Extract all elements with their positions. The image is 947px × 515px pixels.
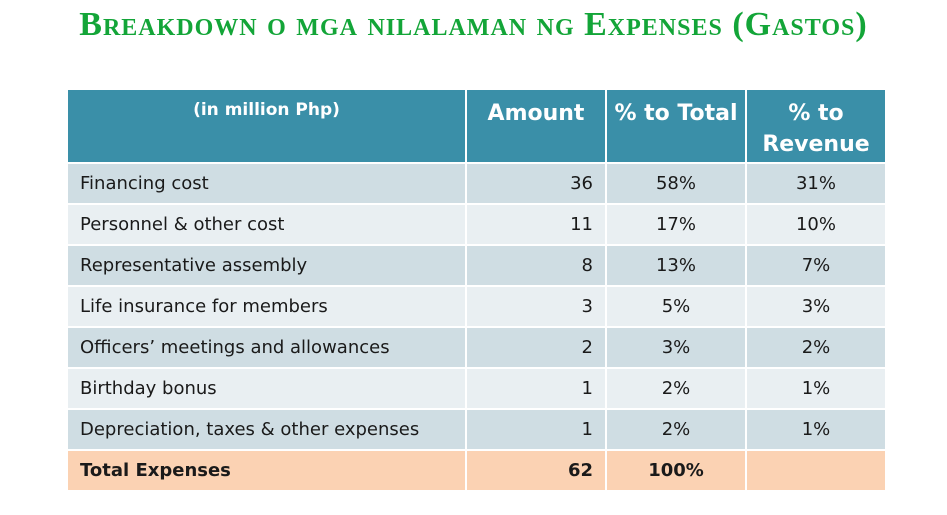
row-pct-total: 58% <box>605 162 747 205</box>
header-unit: (in million Php) <box>66 88 467 164</box>
row-amount: 2 <box>465 326 607 369</box>
table-row: Life insurance for members 3 5% 3% <box>66 285 887 328</box>
table-row: Officers’ meetings and allowances 2 3% 2… <box>66 326 887 369</box>
row-amount: 11 <box>465 203 607 246</box>
row-pct-revenue: 2% <box>745 326 887 369</box>
header-pct-total: % to Total <box>605 88 747 164</box>
row-pct-total: 2% <box>605 367 747 410</box>
row-label: Personnel & other cost <box>66 203 467 246</box>
total-label: Total Expenses <box>66 449 467 492</box>
row-pct-total: 3% <box>605 326 747 369</box>
total-row: Total Expenses 62 100% <box>66 449 887 492</box>
total-amount: 62 <box>465 449 607 492</box>
row-label: Birthday bonus <box>66 367 467 410</box>
row-label: Depreciation, taxes & other expenses <box>66 408 467 451</box>
slide-title: Breakdown o mga nilalaman ng Expenses (G… <box>79 6 868 43</box>
table-row: Personnel & other cost 11 17% 10% <box>66 203 887 246</box>
total-pct-revenue <box>745 449 887 492</box>
table-row: Depreciation, taxes & other expenses 1 2… <box>66 408 887 451</box>
row-pct-revenue: 31% <box>745 162 887 205</box>
row-label: Representative assembly <box>66 244 467 287</box>
row-pct-revenue: 10% <box>745 203 887 246</box>
row-amount: 8 <box>465 244 607 287</box>
row-pct-total: 17% <box>605 203 747 246</box>
header-amount: Amount <box>465 88 607 164</box>
row-pct-total: 2% <box>605 408 747 451</box>
row-amount: 1 <box>465 408 607 451</box>
table-row: Financing cost 36 58% 31% <box>66 162 887 205</box>
row-pct-revenue: 7% <box>745 244 887 287</box>
row-label: Life insurance for members <box>66 285 467 328</box>
row-pct-revenue: 1% <box>745 408 887 451</box>
table-header-row: (in million Php) Amount % to Total % to … <box>66 88 887 164</box>
total-pct-total: 100% <box>605 449 747 492</box>
row-amount: 36 <box>465 162 607 205</box>
header-pct-revenue: % to Revenue <box>745 88 887 164</box>
row-pct-revenue: 3% <box>745 285 887 328</box>
row-pct-total: 5% <box>605 285 747 328</box>
row-pct-revenue: 1% <box>745 367 887 410</box>
row-pct-total: 13% <box>605 244 747 287</box>
row-amount: 3 <box>465 285 607 328</box>
row-label: Officers’ meetings and allowances <box>66 326 467 369</box>
expenses-table: (in million Php) Amount % to Total % to … <box>66 88 887 492</box>
row-label: Financing cost <box>66 162 467 205</box>
table-row: Birthday bonus 1 2% 1% <box>66 367 887 410</box>
row-amount: 1 <box>465 367 607 410</box>
table-row: Representative assembly 8 13% 7% <box>66 244 887 287</box>
